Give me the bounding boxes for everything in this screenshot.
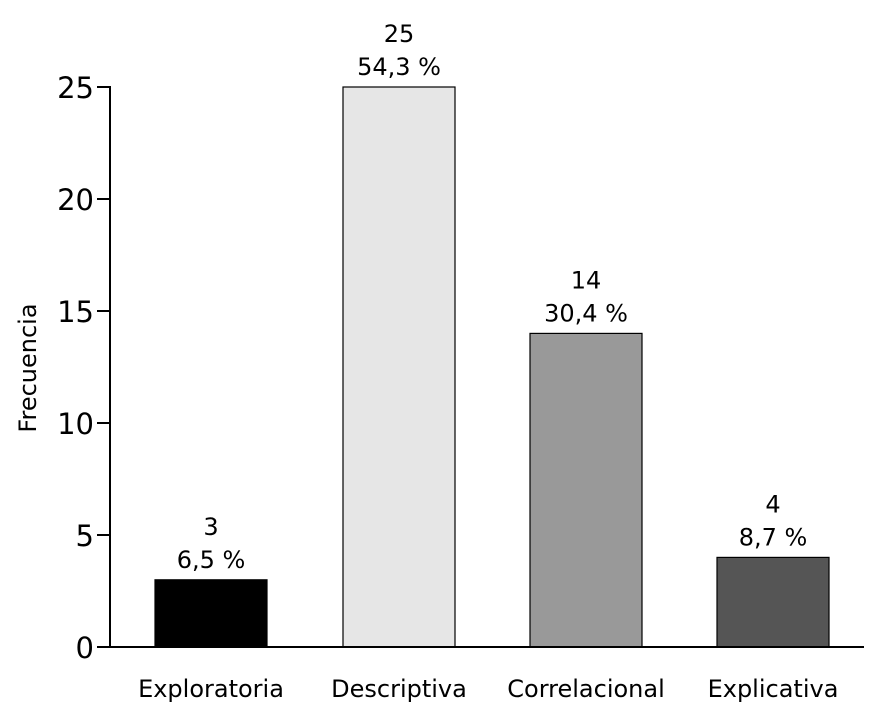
bar-percent-label: 8,7 %: [739, 523, 808, 551]
bar-correlacional: [529, 332, 643, 648]
category-labels: Exploratoria Descriptiva Correlacional Expl…: [138, 675, 838, 703]
x-category-label: Descriptiva: [331, 675, 467, 703]
x-category-label: Exploratoria: [138, 675, 284, 703]
bar-descriptiva: [342, 86, 456, 648]
y-axis-label: Frecuencia: [14, 303, 42, 432]
x-category-label: Explicativa: [708, 675, 839, 703]
bar-count-label: 14: [571, 266, 602, 294]
data-labels: 3 6,5 % 25 54,3 % 14 30,4 % 4 8,7 %: [177, 20, 808, 574]
bar-percent-label: 30,4 %: [544, 299, 628, 327]
y-tick-label: 5: [76, 519, 94, 553]
bar-percent-label: 54,3 %: [357, 53, 441, 81]
y-tick-label: 25: [57, 71, 94, 105]
y-axis-ticks: 0 5 10 15 20 25: [57, 71, 110, 665]
y-tick-label: 0: [76, 631, 94, 665]
bars: [154, 86, 830, 648]
bar-count-label: 25: [384, 20, 415, 48]
bar-count-label: 3: [203, 513, 218, 541]
x-category-label: Correlacional: [507, 675, 665, 703]
y-tick-label: 15: [57, 295, 94, 329]
y-tick-label: 20: [57, 183, 94, 217]
bar-exploratoria: [154, 579, 268, 648]
bar-percent-label: 6,5 %: [177, 546, 246, 574]
bar-explicativa: [716, 556, 830, 648]
y-tick-label: 10: [57, 407, 94, 441]
bar-count-label: 4: [765, 490, 780, 518]
